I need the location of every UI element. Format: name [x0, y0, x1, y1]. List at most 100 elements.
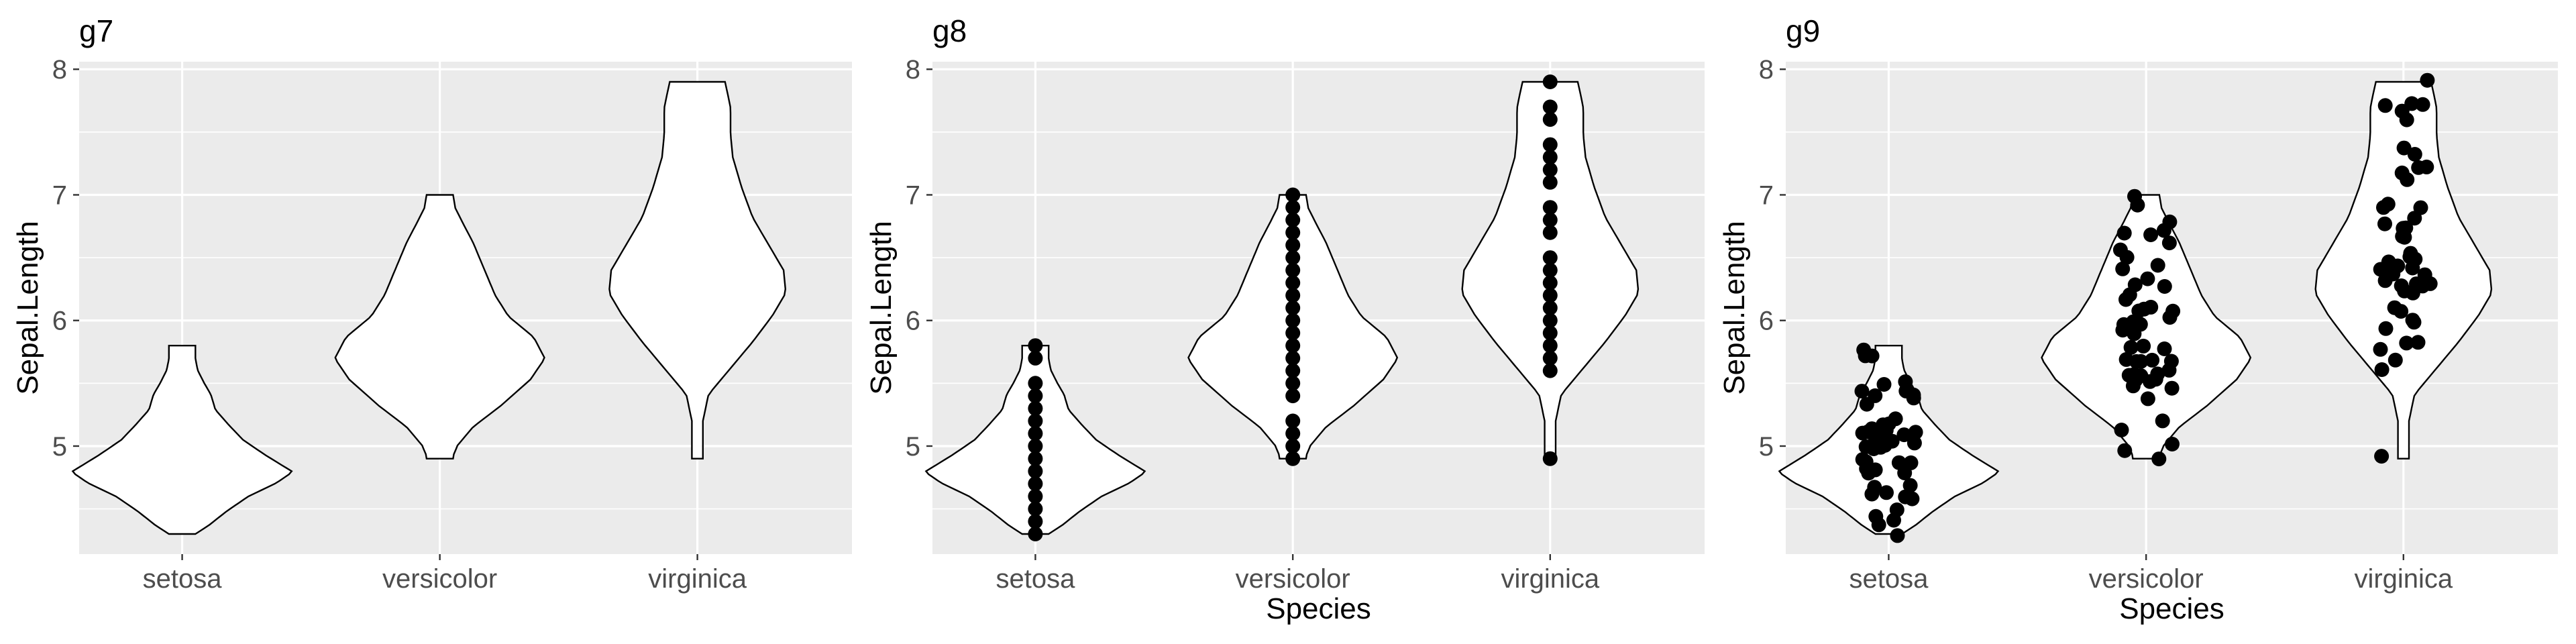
point-setosa [1028, 476, 1043, 492]
point-virginica [1542, 162, 1558, 177]
point-versicolor [1285, 338, 1301, 354]
point-virginica [1542, 313, 1558, 328]
point-versicolor [1285, 225, 1301, 240]
point-setosa [1864, 348, 1880, 364]
point-versicolor [1285, 212, 1301, 227]
point-virginica [2373, 341, 2388, 357]
point-setosa [1028, 338, 1043, 354]
point-virginica [2377, 216, 2392, 231]
point-setosa [1879, 485, 1894, 500]
point-setosa [1858, 439, 1874, 454]
point-versicolor [2164, 380, 2180, 396]
point-versicolor [1285, 350, 1301, 366]
point-versicolor [1285, 426, 1301, 441]
x-tick-label-setosa: setosa [996, 564, 1075, 594]
point-virginica [1542, 338, 1558, 354]
point-versicolor [2133, 317, 2148, 332]
point-virginica [2419, 159, 2434, 174]
y-tick-label: 7 [52, 180, 67, 210]
point-setosa [1908, 425, 1923, 440]
point-virginica [2374, 449, 2390, 464]
point-virginica [2402, 249, 2418, 264]
point-virginica [2394, 165, 2410, 180]
point-setosa [1028, 376, 1043, 391]
y-axis-label: Sepal.Length [1718, 221, 1751, 394]
point-versicolor [2130, 197, 2145, 213]
point-virginica [1542, 451, 1558, 466]
y-axis-label: Sepal.Length [865, 221, 898, 394]
point-virginica [1542, 350, 1558, 366]
point-setosa [1028, 439, 1043, 453]
y-tick-label: 5 [906, 432, 920, 462]
point-setosa [1854, 384, 1870, 399]
y-tick-label: 6 [52, 307, 67, 336]
point-setosa [1897, 466, 1913, 480]
point-virginica [2415, 97, 2430, 112]
violin-virginica [608, 80, 787, 460]
point-virginica [1542, 174, 1558, 190]
x-tick-label-virginica: virginica [2354, 564, 2453, 594]
point-versicolor [2136, 338, 2151, 354]
point-versicolor [2129, 354, 2144, 369]
y-tick-label: 7 [1759, 180, 1774, 210]
point-setosa [1868, 462, 1883, 478]
point-virginica [2399, 335, 2414, 351]
point-virginica [2374, 362, 2390, 377]
x-tick-label-versicolor: versicolor [2089, 564, 2204, 594]
x-tick-label-virginica: virginica [648, 564, 747, 594]
point-virginica [2407, 147, 2422, 162]
panel-g7: 5 6 7 8 setosa versicolor virginica g7 Sepal.Len… [11, 13, 852, 594]
point-virginica [2378, 321, 2394, 336]
point-versicolor [1285, 288, 1301, 303]
point-versicolor [1285, 275, 1301, 290]
point-setosa [1896, 427, 1912, 443]
point-setosa [1874, 425, 1890, 441]
point-versicolor [2131, 303, 2147, 319]
x-tick-label-setosa: setosa [143, 564, 223, 594]
y-axis-label: Sepal.Length [11, 221, 44, 394]
point-versicolor [2117, 443, 2133, 458]
point-setosa [1859, 396, 1874, 412]
point-virginica [2394, 278, 2409, 293]
point-setosa [1028, 350, 1043, 366]
point-virginica [1542, 212, 1558, 227]
y-tick-label: 6 [906, 307, 920, 336]
x-tick-label-versicolor: versicolor [1236, 564, 1350, 594]
point-versicolor [1285, 237, 1301, 253]
point-virginica [2380, 197, 2396, 212]
x-axis-label: Species [2119, 592, 2224, 625]
point-versicolor [2125, 378, 2141, 394]
point-virginica [2405, 313, 2420, 328]
point-versicolor [2118, 292, 2133, 307]
y-tick-label: 8 [906, 55, 920, 85]
y-tick-label: 7 [906, 180, 920, 210]
point-virginica [1542, 99, 1558, 115]
point-virginica [2387, 300, 2402, 315]
point-setosa [1028, 527, 1043, 541]
point-virginica [1542, 150, 1558, 165]
y-tick-label: 5 [52, 432, 67, 462]
point-virginica [2405, 260, 2420, 276]
point-versicolor [1285, 439, 1301, 453]
point-virginica [2396, 140, 2412, 156]
point-versicolor [1285, 250, 1301, 266]
panel-title: g8 [932, 13, 967, 48]
point-virginica [2420, 72, 2435, 88]
point-versicolor [2155, 413, 2170, 429]
point-virginica [2410, 335, 2426, 350]
point-versicolor [1285, 363, 1301, 378]
point-versicolor [2114, 423, 2129, 437]
point-versicolor [2156, 223, 2171, 238]
point-setosa [1028, 464, 1043, 479]
point-virginica [1542, 363, 1558, 378]
point-setosa [1898, 489, 1913, 504]
y-tick-label: 6 [1759, 307, 1774, 336]
point-virginica [2396, 221, 2411, 236]
point-setosa [1890, 528, 1905, 543]
y-tick-label: 5 [1759, 432, 1774, 462]
point-virginica [2405, 285, 2420, 301]
point-versicolor [2116, 317, 2131, 332]
point-virginica [2387, 352, 2403, 368]
point-versicolor [1285, 313, 1301, 328]
point-versicolor [1285, 301, 1301, 315]
